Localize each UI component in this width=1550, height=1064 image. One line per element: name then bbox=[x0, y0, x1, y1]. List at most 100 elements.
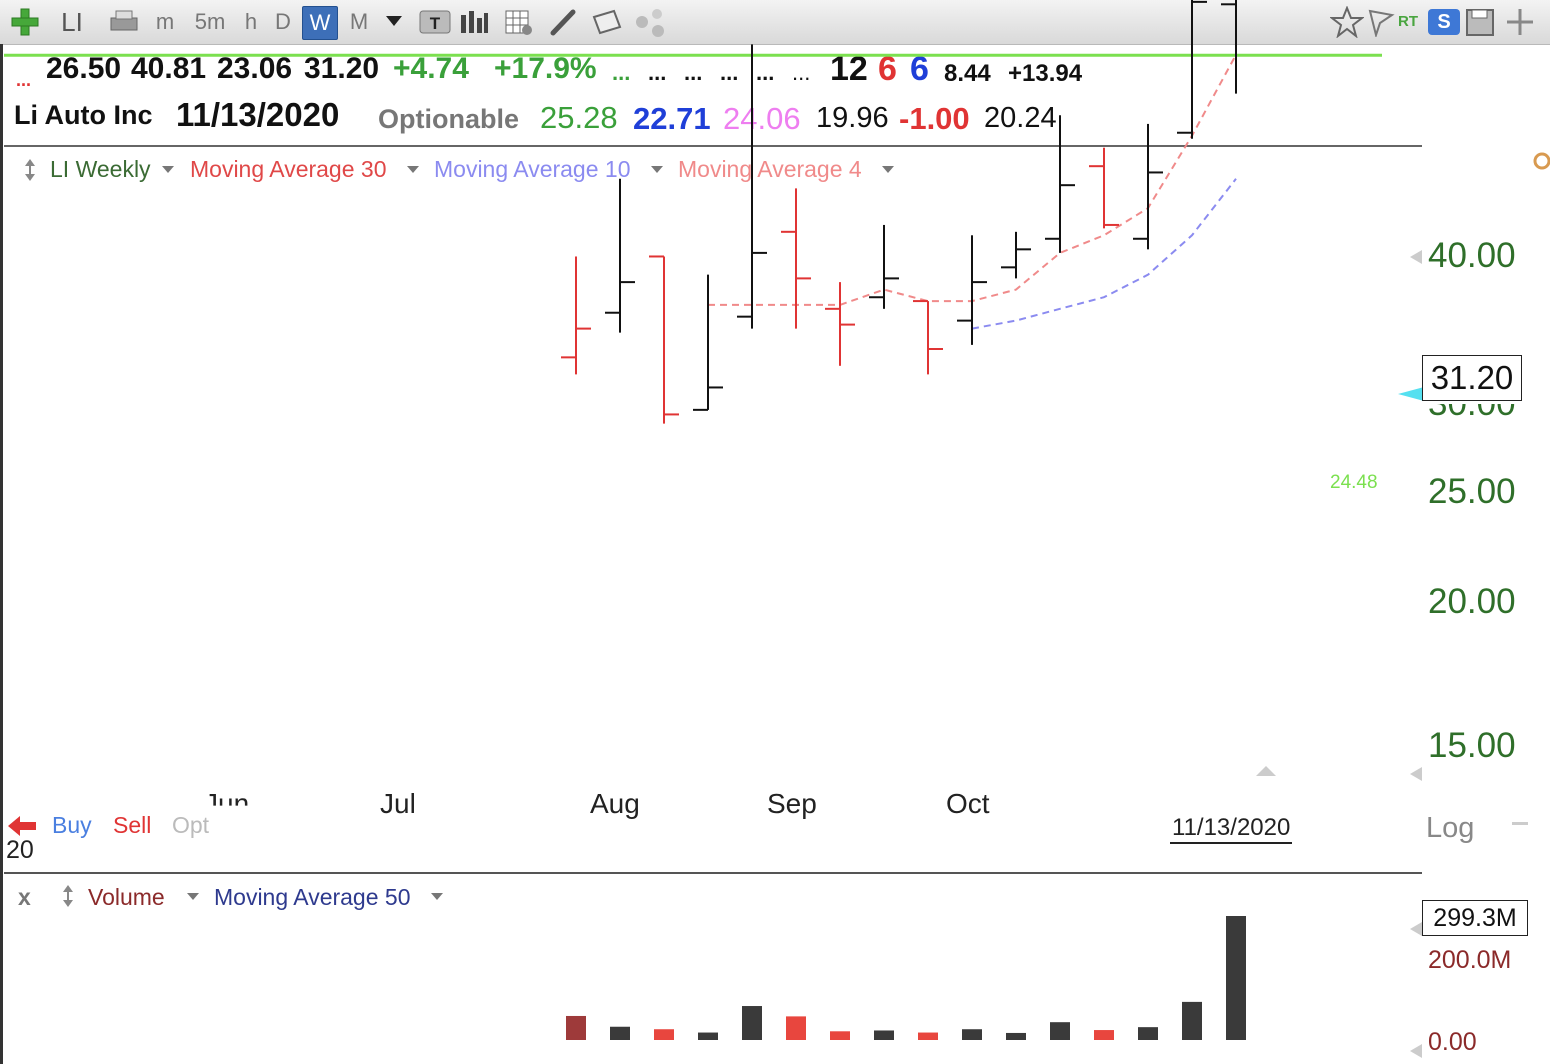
options-button[interactable]: Opt bbox=[172, 812, 210, 838]
ohlc-bar bbox=[1001, 231, 1031, 279]
legend-volume-ma50[interactable]: Moving Average 50 bbox=[214, 884, 411, 910]
x-tick-jun: Jun bbox=[204, 788, 250, 819]
scroll-arrow-icon[interactable] bbox=[1410, 767, 1422, 781]
scroll-arrow-icon[interactable] bbox=[1410, 250, 1422, 264]
move-icon[interactable] bbox=[1504, 7, 1536, 37]
close-pane-button[interactable]: x bbox=[18, 884, 31, 910]
price-change-pct: +17.9% bbox=[494, 52, 597, 85]
log-scale-toggle[interactable]: Log bbox=[1426, 812, 1475, 844]
ma10-value: 22.71 bbox=[633, 101, 711, 136]
price-chart[interactable] bbox=[0, 0, 1550, 880]
print-icon[interactable] bbox=[108, 9, 140, 35]
volume-bar bbox=[1226, 916, 1246, 1040]
close-price: 31.20 bbox=[304, 52, 380, 85]
menu-dots[interactable]: ... bbox=[16, 70, 32, 90]
y-tick-20: 20.00 bbox=[1428, 582, 1516, 621]
open-price: 26.50 bbox=[46, 52, 122, 85]
stat-value-3: 19.96 bbox=[816, 102, 889, 134]
year-label: 20 bbox=[6, 836, 34, 864]
save-icon[interactable] bbox=[1464, 7, 1496, 37]
volume-bar bbox=[698, 1032, 718, 1040]
updown-arrow-icon[interactable] bbox=[60, 884, 76, 908]
volume-bar bbox=[786, 1016, 806, 1040]
trade-icon[interactable] bbox=[6, 812, 40, 840]
dots-field: ... bbox=[792, 60, 811, 85]
volume-bar bbox=[1182, 1001, 1202, 1040]
volume-bar bbox=[1094, 1030, 1114, 1040]
timeframe-m[interactable]: m bbox=[155, 9, 175, 34]
ma30-value: 25.28 bbox=[540, 100, 618, 135]
share-icon[interactable] bbox=[632, 6, 668, 38]
add-icon[interactable] bbox=[10, 7, 40, 37]
chevron-down-icon[interactable] bbox=[649, 165, 665, 175]
timeframe-5m[interactable]: 5m bbox=[194, 9, 226, 34]
scroll-up-icon[interactable] bbox=[1256, 764, 1276, 776]
legend-ma10[interactable]: Moving Average 10 bbox=[434, 156, 631, 182]
bar-chart-icon[interactable] bbox=[458, 9, 490, 35]
stat-value-1: 8.44 bbox=[944, 60, 991, 87]
legend-main[interactable]: LI Weekly bbox=[50, 156, 151, 182]
red-count: 6 bbox=[878, 50, 897, 88]
y-tick-40: 40.00 bbox=[1428, 236, 1516, 275]
chevron-down-icon[interactable] bbox=[384, 14, 404, 28]
x-tick-oct: Oct bbox=[946, 788, 990, 819]
chevron-down-icon[interactable] bbox=[405, 165, 421, 175]
dots-field: ... bbox=[720, 60, 739, 85]
volume-bar bbox=[962, 1029, 982, 1040]
ohlc-bar bbox=[693, 274, 723, 411]
dots-field: ... bbox=[684, 60, 703, 85]
buy-button[interactable]: Buy bbox=[52, 812, 92, 838]
symbol-label[interactable]: LI bbox=[61, 7, 83, 37]
x-tick-sep: Sep bbox=[767, 788, 817, 819]
price-marker-icon bbox=[1398, 387, 1424, 401]
timeframe-h[interactable]: h bbox=[244, 9, 258, 34]
notes-icon[interactable] bbox=[590, 7, 624, 37]
volume-bar bbox=[1138, 1027, 1158, 1040]
volume-bar bbox=[1050, 1022, 1070, 1040]
scroll-arrow-icon[interactable] bbox=[1410, 1044, 1422, 1058]
volume-bar bbox=[918, 1032, 938, 1040]
chevron-down-icon[interactable] bbox=[429, 892, 445, 902]
company-name: Li Auto Inc bbox=[14, 100, 153, 130]
settings-icon[interactable] bbox=[1532, 150, 1550, 172]
x-tick-jul: Jul bbox=[380, 788, 416, 819]
legend-ma4[interactable]: Moving Average 4 bbox=[678, 156, 862, 182]
stat-value-4: 20.24 bbox=[984, 102, 1057, 134]
x-tick-aug: Aug bbox=[590, 788, 640, 819]
resize-handle[interactable] bbox=[1512, 822, 1528, 825]
scroll-arrow-icon[interactable] bbox=[1410, 922, 1422, 936]
volume-tick-zero: 0.00 bbox=[1428, 1028, 1477, 1056]
flag-icon[interactable] bbox=[1366, 7, 1396, 37]
chevron-down-icon[interactable] bbox=[185, 892, 201, 902]
current-price-box: 31.20 bbox=[1422, 355, 1522, 401]
timeframe-d[interactable]: D bbox=[275, 9, 291, 34]
chevron-down-icon[interactable] bbox=[880, 165, 896, 175]
sell-button[interactable]: Sell bbox=[113, 812, 152, 838]
volume-bar bbox=[566, 1015, 586, 1040]
volume-bar bbox=[742, 1006, 762, 1040]
realtime-label[interactable]: RT bbox=[1398, 13, 1418, 30]
ohlc-bar bbox=[1045, 115, 1075, 253]
divider bbox=[4, 872, 1422, 874]
price-change: +4.74 bbox=[393, 52, 469, 85]
legend-ma30[interactable]: Moving Average 30 bbox=[190, 156, 387, 182]
volume-chart[interactable] bbox=[0, 874, 1420, 1064]
low-price: 23.06 bbox=[217, 52, 293, 85]
updown-arrow-icon[interactable] bbox=[22, 158, 38, 182]
ma10-line bbox=[971, 178, 1237, 330]
chevron-down-icon[interactable] bbox=[160, 165, 176, 175]
bar-type-icon[interactable]: T bbox=[418, 9, 452, 35]
star-icon[interactable] bbox=[1330, 6, 1364, 38]
grid-settings-icon[interactable] bbox=[503, 8, 535, 36]
dots-field: ... bbox=[756, 60, 775, 85]
toolbar: LI m 5m h D W M T bbox=[0, 0, 1550, 45]
dots-field: ... bbox=[648, 60, 667, 85]
timeframe-w[interactable]: W bbox=[302, 6, 338, 40]
pencil-icon[interactable] bbox=[548, 7, 578, 37]
timeframe-mo[interactable]: M bbox=[349, 9, 369, 34]
s-menu-button[interactable]: S bbox=[1428, 9, 1460, 35]
blue-count: 6 bbox=[910, 50, 929, 88]
ohlc-bar bbox=[1177, 0, 1207, 139]
ohlc-bar bbox=[605, 178, 635, 333]
legend-volume[interactable]: Volume bbox=[88, 884, 165, 910]
